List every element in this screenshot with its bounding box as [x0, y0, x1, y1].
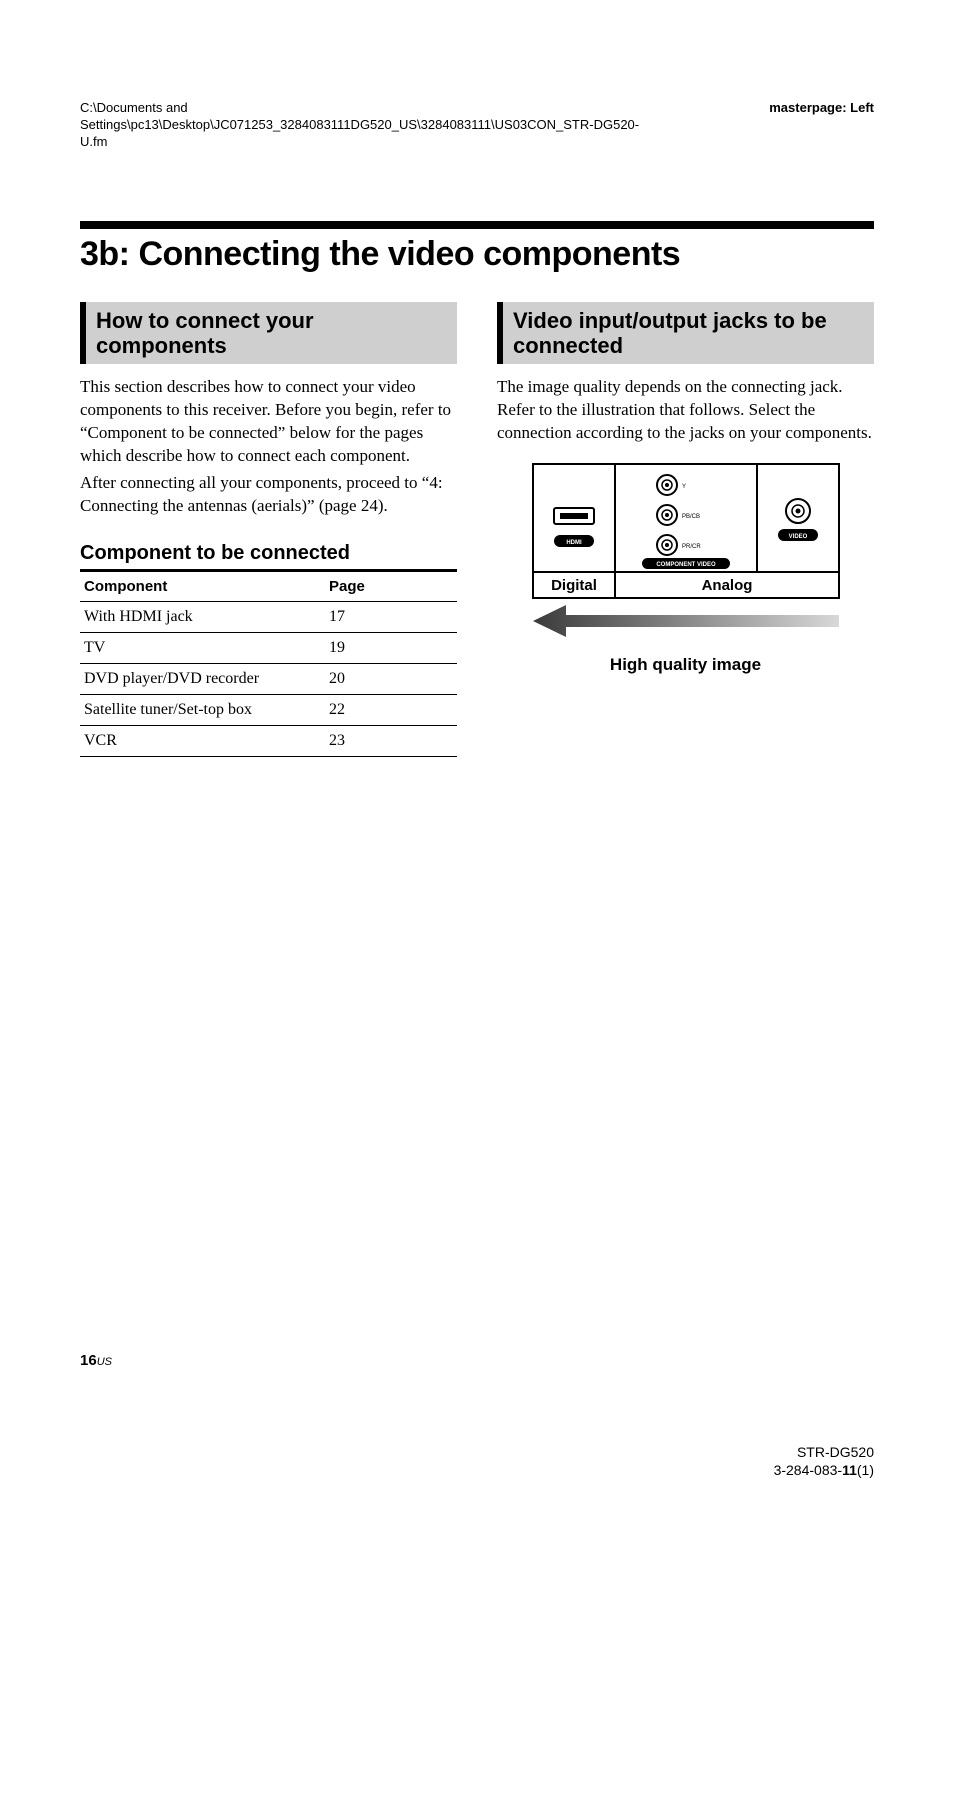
table-row: Satellite tuner/Set-top box 22	[80, 694, 457, 725]
footer-doc: 3-284-083-11(1)	[774, 1461, 874, 1479]
component-table: Component Page With HDMI jack 17 TV 19 D…	[80, 569, 457, 757]
title-rule	[80, 221, 874, 229]
table-cell: 23	[325, 725, 457, 756]
table-cell: 19	[325, 632, 457, 663]
page-number-suffix: US	[97, 1356, 112, 1368]
table-cell: With HDMI jack	[80, 601, 325, 632]
svg-text:HDMI: HDMI	[566, 540, 582, 546]
table-cell: DVD player/DVD recorder	[80, 663, 325, 694]
header-masterpage: masterpage: Left	[769, 100, 874, 151]
table-header-row: Component Page	[80, 570, 457, 601]
svg-text:Y: Y	[682, 484, 686, 490]
table-row: DVD player/DVD recorder 20	[80, 663, 457, 694]
right-column: Video input/output jacks to be connected…	[497, 302, 874, 757]
svg-text:Analog: Analog	[701, 577, 752, 594]
table-row: TV 19	[80, 632, 457, 663]
page-number-value: 16	[80, 1352, 97, 1369]
table-cell: 22	[325, 694, 457, 725]
quality-arrow-icon	[533, 605, 839, 637]
diagram-wrap: HDMI Y PB/CB PR/CR	[497, 463, 874, 675]
table-cell: 17	[325, 601, 457, 632]
svg-text:Digital: Digital	[551, 577, 597, 594]
page-title: 3b: Connecting the video components	[80, 235, 874, 274]
footer: STR-DG520 3-284-083-11(1)	[774, 1443, 874, 1479]
sub-heading-component-to-be-connected: Component to be connected	[80, 542, 457, 565]
body-paragraph: The image quality depends on the connect…	[497, 376, 874, 445]
svg-text:VIDEO: VIDEO	[788, 534, 807, 540]
table-cell: 20	[325, 663, 457, 694]
table-col-component: Component	[80, 570, 325, 601]
diagram-caption: High quality image	[610, 655, 761, 675]
svg-text:PB/CB: PB/CB	[682, 514, 700, 520]
header-path: C:\Documents and Settings\pc13\Desktop\J…	[80, 100, 660, 151]
page-header: C:\Documents and Settings\pc13\Desktop\J…	[80, 100, 874, 151]
table-row: With HDMI jack 17	[80, 601, 457, 632]
page-number: 16US	[80, 1352, 112, 1369]
body-paragraph: After connecting all your components, pr…	[80, 472, 457, 518]
table-col-page: Page	[325, 570, 457, 601]
svg-text:PR/CR: PR/CR	[682, 544, 701, 550]
body-paragraph: This section describes how to connect yo…	[80, 376, 457, 468]
svg-text:COMPONENT VIDEO: COMPONENT VIDEO	[656, 562, 716, 568]
table-cell: Satellite tuner/Set-top box	[80, 694, 325, 725]
section-heading-how-to-connect: How to connect your components	[80, 302, 457, 365]
section-heading-video-jacks: Video input/output jacks to be connected	[497, 302, 874, 365]
content-columns: How to connect your components This sect…	[80, 302, 874, 757]
table-cell: VCR	[80, 725, 325, 756]
left-column: How to connect your components This sect…	[80, 302, 457, 757]
jack-diagram-icon: HDMI Y PB/CB PR/CR	[532, 463, 840, 645]
table-row: VCR 23	[80, 725, 457, 756]
page: C:\Documents and Settings\pc13\Desktop\J…	[0, 0, 954, 1799]
footer-model: STR-DG520	[774, 1443, 874, 1461]
table-cell: TV	[80, 632, 325, 663]
